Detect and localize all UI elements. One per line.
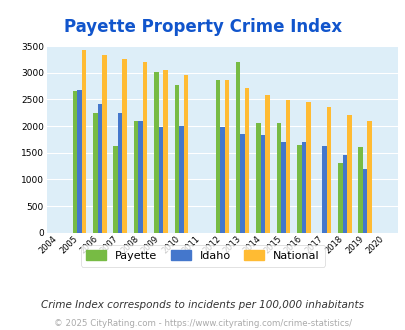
- Bar: [220, 127, 224, 233]
- Bar: [235, 62, 240, 233]
- Bar: [215, 80, 220, 233]
- Bar: [260, 135, 265, 233]
- Bar: [158, 127, 163, 233]
- Bar: [321, 146, 326, 233]
- Bar: [281, 142, 285, 233]
- Bar: [240, 134, 244, 233]
- Text: Crime Index corresponds to incidents per 100,000 inhabitants: Crime Index corresponds to incidents per…: [41, 300, 364, 310]
- Bar: [72, 91, 77, 233]
- Bar: [143, 62, 147, 233]
- Bar: [342, 155, 346, 233]
- Bar: [265, 95, 269, 233]
- Bar: [346, 115, 351, 233]
- Bar: [183, 76, 188, 233]
- Bar: [305, 102, 310, 233]
- Bar: [81, 50, 86, 233]
- Bar: [118, 113, 122, 233]
- Text: © 2025 CityRating.com - https://www.cityrating.com/crime-statistics/: © 2025 CityRating.com - https://www.city…: [54, 319, 351, 328]
- Bar: [244, 88, 249, 233]
- Bar: [362, 169, 367, 233]
- Bar: [122, 59, 127, 233]
- Bar: [358, 148, 362, 233]
- Bar: [285, 100, 290, 233]
- Bar: [102, 55, 106, 233]
- Bar: [367, 121, 371, 233]
- Bar: [337, 163, 342, 233]
- Bar: [174, 84, 179, 233]
- Bar: [301, 142, 305, 233]
- Bar: [93, 113, 97, 233]
- Bar: [179, 126, 183, 233]
- Bar: [163, 70, 167, 233]
- Bar: [113, 146, 118, 233]
- Bar: [154, 72, 158, 233]
- Bar: [276, 123, 281, 233]
- Bar: [256, 123, 260, 233]
- Legend: Payette, Idaho, National: Payette, Idaho, National: [81, 245, 324, 267]
- Bar: [77, 90, 81, 233]
- Bar: [224, 80, 228, 233]
- Bar: [97, 104, 102, 233]
- Bar: [134, 121, 138, 233]
- Bar: [326, 107, 330, 233]
- Text: Payette Property Crime Index: Payette Property Crime Index: [64, 18, 341, 36]
- Bar: [138, 121, 143, 233]
- Bar: [296, 145, 301, 233]
